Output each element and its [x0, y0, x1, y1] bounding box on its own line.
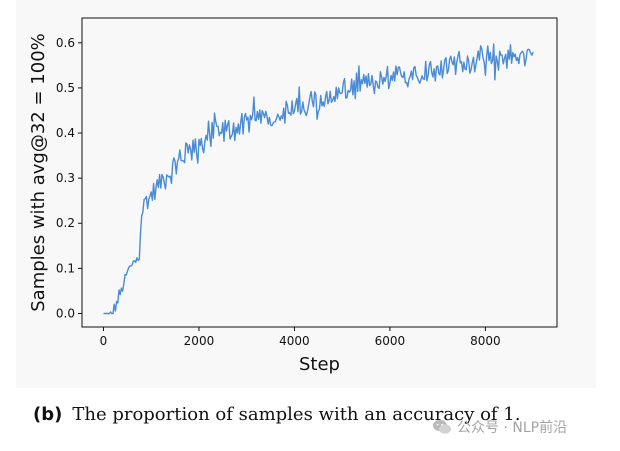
plot-frame: [81, 17, 558, 328]
y-axis-title: Samples with avg@32 = 100%: [28, 33, 49, 312]
x-tick-label: 6000: [375, 334, 406, 348]
y-tick-label: 0.6: [56, 36, 75, 50]
y-tick-label: 0.0: [56, 306, 75, 320]
caption-text: The proportion of samples with an accura…: [72, 404, 521, 425]
axes-layer: [81, 17, 558, 328]
y-tick-label: 0.2: [56, 216, 75, 230]
figure-caption: (b) The proportion of samples with an acc…: [33, 404, 593, 425]
watermark: 公众号 · NLP前沿: [432, 417, 567, 437]
watermark-text: 公众号 · NLP前沿: [457, 420, 568, 436]
wechat-icon: [433, 419, 451, 434]
caption-label: (b): [33, 404, 63, 425]
x-tick-label: 4000: [279, 334, 310, 348]
series-line: [103, 43, 534, 315]
y-tick-label: 0.3: [56, 171, 75, 185]
y-tick-label: 0.4: [56, 126, 75, 140]
series-layer: [103, 43, 534, 315]
figure-panel: 0 2000 4000 6000 8000 0.0 0.1 0.2 0.3 0.4 0.5 0.6 S…: [16, 0, 596, 388]
x-tick-label: 8000: [470, 334, 501, 348]
line-chart: 0 2000 4000 6000 8000 0.0 0.1 0.2 0.3 0.4 0.5 0.6 S…: [28, 17, 558, 375]
x-axis-title: Step: [299, 354, 340, 375]
y-tick-label: 0.5: [56, 81, 75, 95]
x-tick-label: 2000: [184, 334, 215, 348]
y-tick-label: 0.1: [56, 261, 75, 275]
tick-layer: 0 2000 4000 6000 8000 0.0 0.1 0.2 0.3 0.4 0.5 0.6: [56, 36, 501, 348]
x-tick-label: 0: [100, 334, 108, 348]
